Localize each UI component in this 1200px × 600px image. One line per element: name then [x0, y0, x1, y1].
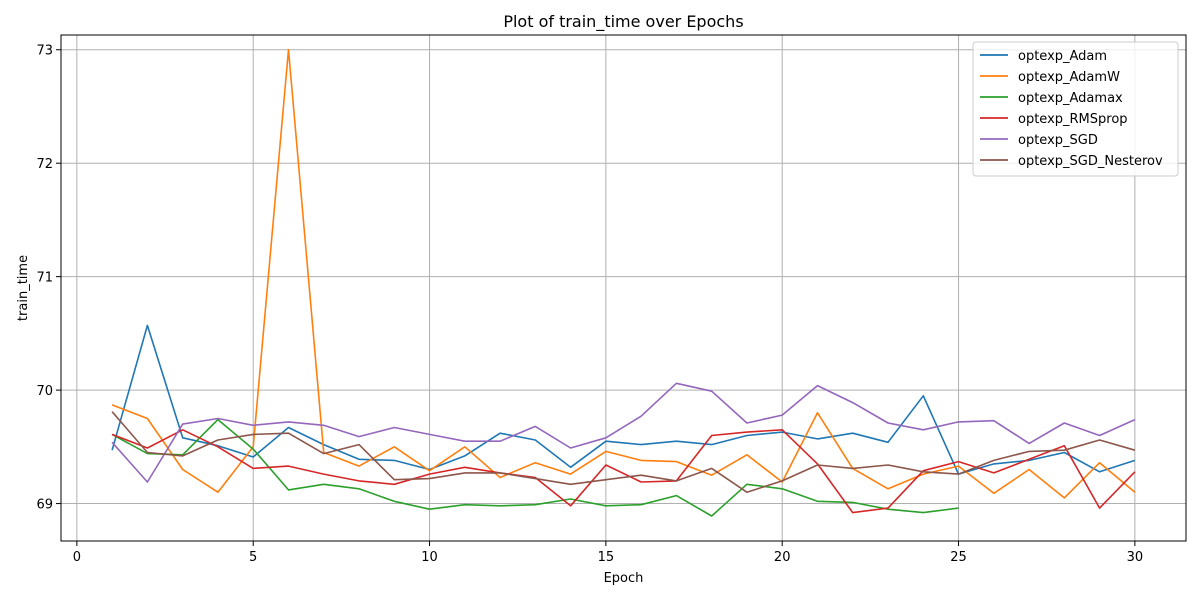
x-tick-label: 25	[950, 550, 967, 565]
y-tick-label: 70	[36, 384, 53, 399]
series-line-optexp-rmsprop	[111, 428, 1136, 514]
legend-label: optexp_Adamax	[1018, 91, 1123, 106]
series-line-optexp-adamw	[111, 48, 1136, 499]
legend-label: optexp_SGD	[1018, 133, 1098, 148]
series-line-optexp-sgd	[111, 382, 1136, 483]
y-tick-label: 71	[36, 271, 53, 286]
y-axis-label: train_time	[16, 255, 31, 321]
x-tick-label: 5	[249, 550, 257, 565]
x-axis-label: Epoch	[604, 571, 644, 586]
x-tick-label: 15	[598, 550, 615, 565]
grid	[61, 35, 1186, 541]
legend-box	[972, 41, 1179, 177]
legend-label: optexp_SGD_Nesterov	[1018, 154, 1163, 169]
series-lines	[111, 48, 1136, 517]
legend: optexp_Adam optexp_AdamW optexp_Adamaxopte…	[972, 41, 1179, 177]
y-tick-label: 72	[36, 157, 53, 172]
x-tick-label: 0	[73, 550, 81, 565]
chart-title: Plot of train_time over Epochs	[503, 12, 743, 32]
y-tick-label: 69	[36, 498, 53, 513]
axis-ticks: 0 5 10 15 20 25 30 69 70 71 72 73	[36, 44, 1143, 565]
legend-label: optexp_Adam	[1018, 49, 1107, 64]
legend-label: optexp_RMSprop	[1018, 112, 1128, 127]
x-tick-label: 20	[774, 550, 791, 565]
series-line-optexp-adamax	[111, 418, 959, 517]
series-line-optexp-sgd-nesterov	[111, 411, 1136, 494]
series-line-optexp-adam	[111, 324, 1136, 475]
y-tick-label: 73	[36, 44, 53, 59]
plot-frame	[60, 34, 1187, 542]
legend-label: optexp_AdamW	[1018, 70, 1120, 85]
x-tick-label: 30	[1127, 550, 1144, 565]
x-tick-label: 10	[421, 550, 438, 565]
